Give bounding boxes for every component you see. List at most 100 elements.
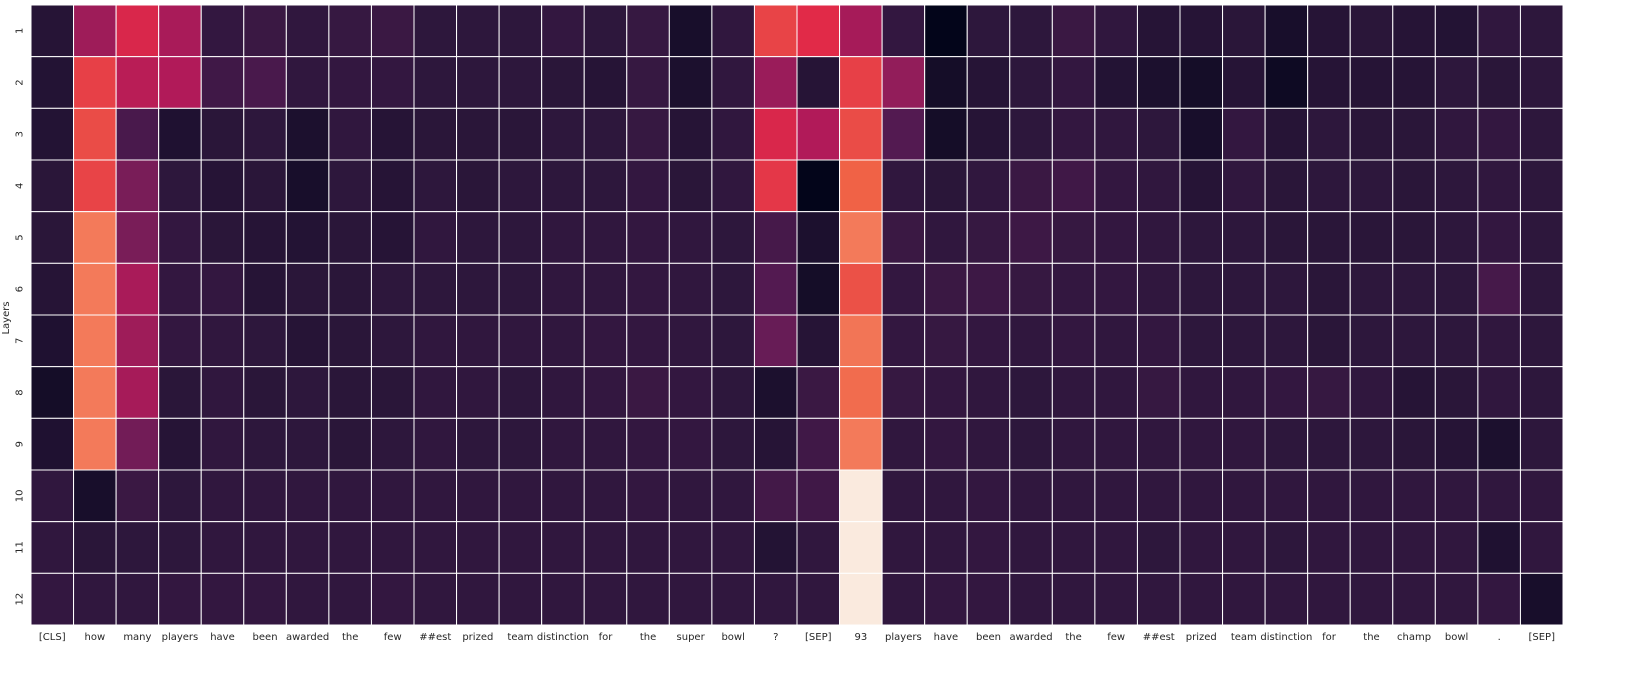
heatmap-cell-10-26 <box>1136 469 1181 523</box>
heatmap-cell-7-35 <box>1519 314 1564 368</box>
heatmap-cell-5-24 <box>1051 211 1096 264</box>
heatmap-cell-9-22 <box>966 417 1011 471</box>
heatmap-cell-1-34 <box>1477 4 1521 58</box>
heatmap-cell-8-5 <box>243 366 287 419</box>
heatmap-cell-12-32 <box>1392 572 1436 626</box>
heatmap-cell-10-9 <box>413 469 458 523</box>
x-tick-label: champ <box>1397 632 1431 643</box>
heatmap-cell-12-14 <box>626 572 670 626</box>
heatmap-cell-4-0 <box>30 159 75 213</box>
heatmap-cell-1-7 <box>328 4 372 58</box>
heatmap-cell-12-35 <box>1519 572 1564 626</box>
heatmap-cell-5-25 <box>1094 211 1138 264</box>
heatmap-cell-2-28 <box>1222 56 1266 109</box>
heatmap-cell-2-12 <box>541 56 585 109</box>
heatmap-cell-8-6 <box>285 366 330 419</box>
heatmap-cell-11-16 <box>711 521 755 574</box>
heatmap-cell-9-12 <box>541 417 585 471</box>
heatmap-cell-3-13 <box>583 107 628 161</box>
heatmap-cell-8-10 <box>456 366 500 419</box>
heatmap-cell-9-4 <box>200 417 245 471</box>
heatmap-cell-5-21 <box>924 211 968 264</box>
heatmap-cell-4-11 <box>498 159 543 213</box>
y-tick-label: 3 <box>15 131 26 137</box>
heatmap-cell-11-34 <box>1477 521 1521 574</box>
heatmap-cell-1-1 <box>73 4 117 58</box>
heatmap-cell-6-14 <box>626 262 670 316</box>
heatmap-cell-7-32 <box>1392 314 1436 368</box>
heatmap-cell-7-33 <box>1434 314 1479 368</box>
heatmap-cell-1-5 <box>243 4 287 58</box>
heatmap-cell-11-11 <box>498 521 543 574</box>
x-tick-label: the <box>1065 632 1081 643</box>
heatmap-cell-7-7 <box>328 314 372 368</box>
heatmap-cell-4-22 <box>966 159 1011 213</box>
x-tick-label: the <box>1363 632 1379 643</box>
heatmap-cell-7-2 <box>115 314 160 368</box>
x-tick-label: for <box>1322 632 1337 643</box>
heatmap-cell-3-31 <box>1349 107 1394 161</box>
heatmap-cell-7-1 <box>73 314 117 368</box>
heatmap-cell-12-3 <box>158 572 202 626</box>
heatmap-cell-7-21 <box>924 314 968 368</box>
heatmap-cell-7-4 <box>200 314 245 368</box>
heatmap-cell-8-33 <box>1434 366 1479 419</box>
heatmap-cell-9-9 <box>413 417 458 471</box>
heatmap-cell-4-9 <box>413 159 458 213</box>
heatmap-cell-7-24 <box>1051 314 1096 368</box>
heatmap-cell-8-0 <box>30 366 75 419</box>
heatmap-cell-9-8 <box>370 417 415 471</box>
x-tick-label: [SEP] <box>805 632 832 643</box>
heatmap-cell-3-4 <box>200 107 245 161</box>
heatmap-cell-9-10 <box>456 417 500 471</box>
heatmap-cell-4-8 <box>370 159 415 213</box>
heatmap-cell-11-7 <box>328 521 372 574</box>
heatmap-cell-3-6 <box>285 107 330 161</box>
heatmap-cell-11-4 <box>200 521 245 574</box>
heatmap-cell-6-23 <box>1009 262 1053 316</box>
heatmap-cell-8-22 <box>966 366 1011 419</box>
heatmap-cell-3-20 <box>881 107 926 161</box>
heatmap-cell-2-23 <box>1009 56 1053 109</box>
heatmap-cell-11-17 <box>753 521 798 574</box>
heatmap-cell-9-13 <box>583 417 628 471</box>
heatmap-cell-3-27 <box>1179 107 1224 161</box>
heatmap-cell-11-22 <box>966 521 1011 574</box>
heatmap-cell-5-2 <box>115 211 160 264</box>
heatmap-cell-9-35 <box>1519 417 1564 471</box>
x-tick-label: awarded <box>1009 632 1052 643</box>
heatmap-cell-8-29 <box>1264 366 1309 419</box>
heatmap-cell-5-12 <box>541 211 585 264</box>
heatmap-cell-7-15 <box>668 314 713 368</box>
heatmap-cell-2-33 <box>1434 56 1479 109</box>
heatmap-cell-8-21 <box>924 366 968 419</box>
heatmap-cell-4-23 <box>1009 159 1053 213</box>
heatmap-cell-2-1 <box>73 56 117 109</box>
heatmap-cell-4-16 <box>711 159 755 213</box>
heatmap-cell-12-27 <box>1179 572 1224 626</box>
heatmap-cell-8-15 <box>668 366 713 419</box>
x-tick-label: . <box>1498 632 1501 643</box>
heatmap-cell-10-15 <box>668 469 713 523</box>
heatmap-cell-2-25 <box>1094 56 1138 109</box>
heatmap-cell-11-25 <box>1094 521 1138 574</box>
heatmap-cell-8-11 <box>498 366 543 419</box>
heatmap-cell-2-10 <box>456 56 500 109</box>
heatmap-cell-4-34 <box>1477 159 1521 213</box>
heatmap-cell-8-18 <box>796 366 841 419</box>
heatmap-cell-3-22 <box>966 107 1011 161</box>
heatmap-cell-10-33 <box>1434 469 1479 523</box>
heatmap-cell-5-19 <box>839 211 883 264</box>
heatmap-cell-4-20 <box>881 159 926 213</box>
heatmap-cell-11-23 <box>1009 521 1053 574</box>
heatmap-cell-5-16 <box>711 211 755 264</box>
heatmap-cell-2-27 <box>1179 56 1224 109</box>
heatmap-cell-6-9 <box>413 262 458 316</box>
heatmap-cell-10-13 <box>583 469 628 523</box>
heatmap-cell-7-22 <box>966 314 1011 368</box>
heatmap-cell-6-25 <box>1094 262 1138 316</box>
y-tick-label: 4 <box>15 183 26 189</box>
heatmap-cell-3-25 <box>1094 107 1138 161</box>
heatmap-cell-2-15 <box>668 56 713 109</box>
heatmap-cell-8-31 <box>1349 366 1394 419</box>
